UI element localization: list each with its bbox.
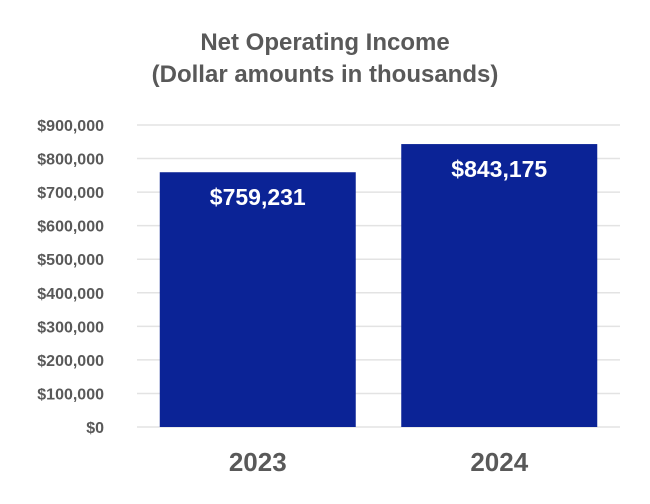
y-tick-label: $0 <box>86 420 104 437</box>
bar-2024 <box>401 144 598 428</box>
y-tick-label: $900,000 <box>37 118 104 135</box>
x-tick-label-2024: 2024 <box>470 447 528 477</box>
bars: $759,231 $843,175 <box>159 144 598 428</box>
y-tick-label: $500,000 <box>37 252 104 269</box>
x-tick-label-2023: 2023 <box>229 447 287 477</box>
bar-2023 <box>159 172 356 427</box>
y-tick-label: $800,000 <box>37 152 104 169</box>
y-tick-label: $600,000 <box>37 219 104 236</box>
chart-title-line-1: Net Operating Income <box>200 29 449 56</box>
data-label-2023: $759,231 <box>210 184 306 210</box>
y-tick-label: $300,000 <box>37 319 104 336</box>
data-label-2024: $843,175 <box>451 156 547 182</box>
chart-title-line-2: (Dollar amounts in thousands) <box>152 61 499 88</box>
y-tick-label: $200,000 <box>37 353 104 370</box>
x-axis-ticks: 2023 2024 <box>229 447 529 477</box>
y-tick-label: $400,000 <box>37 286 104 303</box>
y-tick-label: $100,000 <box>37 386 104 403</box>
y-axis-ticks: $0 $100,000 $200,000 $300,000 $400,000 $500,0… <box>37 118 104 437</box>
y-tick-label: $700,000 <box>37 185 104 202</box>
